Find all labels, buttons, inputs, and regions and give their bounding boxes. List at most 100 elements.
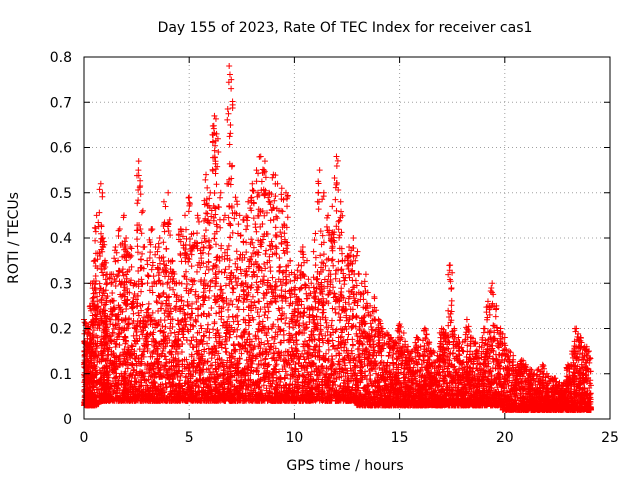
data-point	[163, 353, 169, 359]
data-point	[208, 305, 214, 311]
data-point	[97, 186, 103, 192]
data-point	[216, 204, 222, 210]
data-point	[147, 249, 153, 255]
data-point	[150, 260, 156, 266]
data-point	[205, 259, 211, 265]
data-point	[234, 248, 240, 254]
y-axis-label: ROTI / TECUs	[6, 192, 22, 284]
data-point	[278, 234, 284, 240]
data-point	[256, 313, 262, 319]
data-point	[312, 230, 318, 236]
data-point	[134, 243, 140, 249]
data-point	[317, 167, 323, 173]
data-point	[162, 317, 168, 323]
data-point	[163, 246, 169, 252]
data-point	[163, 324, 169, 330]
data-point	[123, 306, 129, 312]
data-point	[180, 331, 186, 337]
data-point	[113, 244, 119, 250]
data-point	[161, 290, 167, 296]
data-point	[186, 208, 192, 214]
data-point	[139, 230, 145, 236]
data-point	[92, 238, 98, 244]
data-point	[250, 346, 256, 352]
data-point	[203, 238, 209, 244]
data-point	[206, 251, 212, 257]
data-point	[165, 190, 171, 196]
data-point	[209, 362, 215, 368]
data-point	[336, 235, 342, 241]
data-point	[321, 251, 327, 257]
data-point	[134, 227, 140, 233]
data-point	[336, 218, 342, 224]
data-point	[270, 275, 276, 281]
data-point	[186, 195, 192, 201]
data-point	[225, 111, 231, 117]
data-point	[185, 302, 191, 308]
data-point	[198, 323, 204, 329]
data-point	[110, 305, 116, 311]
data-point	[298, 285, 304, 291]
data-point	[168, 330, 174, 336]
data-point	[213, 310, 219, 316]
data-point	[243, 226, 249, 232]
data-point	[273, 224, 279, 230]
data-point	[273, 251, 279, 257]
data-point	[93, 229, 99, 235]
data-point	[256, 154, 262, 160]
data-point	[167, 232, 173, 238]
data-point	[334, 163, 340, 169]
data-point	[145, 273, 151, 279]
data-point	[211, 126, 217, 132]
data-point	[244, 217, 250, 223]
data-point	[263, 290, 269, 296]
data-point	[137, 178, 143, 184]
data-point	[280, 208, 286, 214]
data-point	[252, 299, 258, 305]
data-point	[249, 187, 255, 193]
data-point	[329, 306, 335, 312]
data-point	[315, 190, 321, 196]
data-point	[296, 262, 302, 268]
data-point	[134, 236, 140, 242]
data-point	[350, 235, 356, 241]
data-point	[240, 238, 246, 244]
data-point	[263, 248, 269, 254]
data-point	[301, 272, 307, 278]
data-point	[195, 215, 201, 221]
data-point	[139, 209, 145, 215]
data-point	[256, 299, 262, 305]
data-point	[135, 167, 141, 173]
data-point	[162, 204, 168, 210]
data-point	[210, 123, 216, 129]
data-point	[330, 284, 336, 290]
data-point	[278, 287, 284, 293]
data-point	[130, 311, 136, 317]
data-point	[326, 347, 332, 353]
data-point	[146, 301, 152, 307]
data-point	[148, 227, 154, 233]
data-point	[210, 326, 216, 332]
data-point	[147, 255, 153, 261]
data-point	[138, 289, 144, 295]
data-point	[335, 259, 341, 265]
data-point	[316, 206, 322, 212]
data-point	[273, 244, 279, 250]
data-point	[232, 194, 238, 200]
data-point	[186, 194, 192, 200]
data-point	[136, 158, 142, 164]
data-point	[214, 327, 220, 333]
data-point	[218, 286, 224, 292]
data-point	[149, 267, 155, 273]
data-point	[333, 310, 339, 316]
data-point	[334, 327, 340, 333]
data-point	[261, 295, 267, 301]
data-point	[213, 116, 219, 122]
data-point	[213, 241, 219, 247]
data-point	[194, 230, 200, 236]
data-point	[248, 236, 254, 242]
data-point	[211, 113, 217, 119]
data-point	[157, 235, 163, 241]
data-point	[230, 314, 236, 320]
